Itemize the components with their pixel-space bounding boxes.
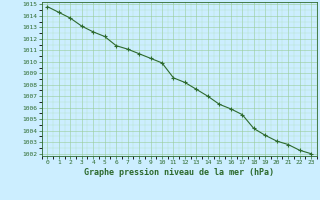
X-axis label: Graphe pression niveau de la mer (hPa): Graphe pression niveau de la mer (hPa) xyxy=(84,168,274,177)
